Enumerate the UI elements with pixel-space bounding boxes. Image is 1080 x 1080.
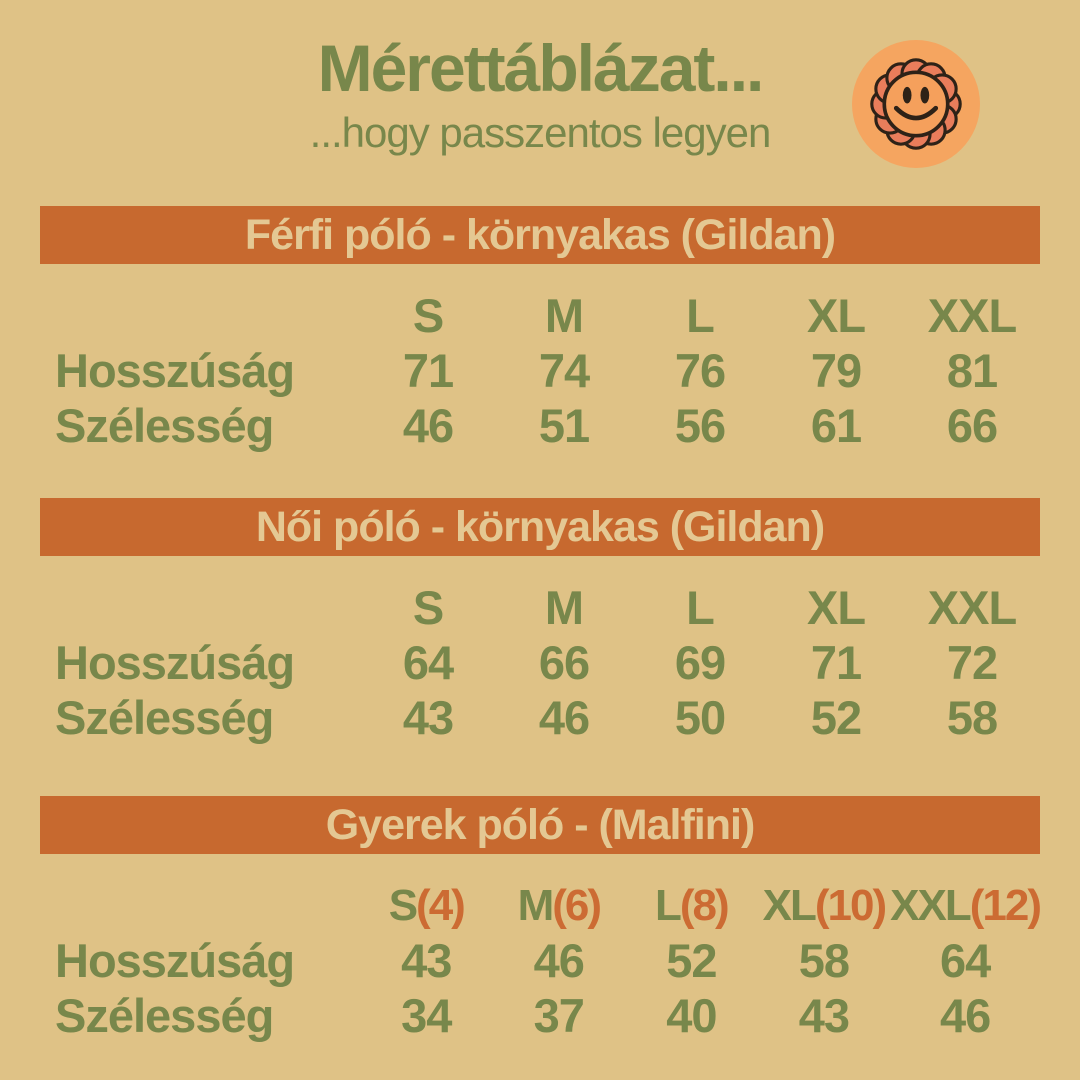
page-title: Mérettáblázat... <box>317 31 765 105</box>
size-header-cell: XL (10) <box>758 878 891 933</box>
value-cell: 37 <box>533 989 585 1043</box>
size-header-cell: S (4) <box>360 878 493 933</box>
size-paren: (6) <box>552 880 602 930</box>
value-cell: 43 <box>798 989 850 1043</box>
corner-cell <box>40 288 360 343</box>
table-header-bar: Női póló - környakas (Gildan) <box>40 498 1040 557</box>
value-cell: 79 <box>810 344 862 398</box>
row-label: Hosszúság <box>55 636 295 690</box>
size-header-cell: XXL <box>904 580 1040 635</box>
size-label: M <box>544 289 584 343</box>
row-label: Szélesség <box>55 399 274 453</box>
size-header-cell: M <box>496 288 632 343</box>
size-header-cell: S <box>360 288 496 343</box>
size-header-cell: XXL <box>904 288 1040 343</box>
value-cell: 71 <box>810 636 862 690</box>
size-label: L <box>686 581 715 635</box>
corner-cell <box>40 878 360 933</box>
value-cell: 50 <box>674 691 726 745</box>
value-cell: 61 <box>810 399 862 453</box>
size-label: XL <box>762 880 817 930</box>
size-label: L <box>686 289 715 343</box>
size-header-cell: XXL (12) <box>890 878 1042 933</box>
size-paren: (4) <box>416 880 466 930</box>
value-cell: 74 <box>538 344 590 398</box>
size-grid: S M L XL XXL Hosszúság 64 66 69 71 72 Sz… <box>40 580 1040 745</box>
value-cell: 66 <box>946 399 998 453</box>
row-label: Szélesség <box>55 691 274 745</box>
value-cell: 46 <box>533 934 585 988</box>
table-kids-tshirt: Gyerek póló - (Malfini) S (4) M (6) L (8) X… <box>40 796 1042 1043</box>
header-block: Mérettáblázat... ...hogy passzentos legy… <box>0 0 1080 157</box>
table-men-tshirt: Férfi póló - környakas (Gildan) S M L XL… <box>40 206 1040 453</box>
page-subtitle: ...hogy passzentos legyen <box>309 108 772 156</box>
value-cell: 51 <box>538 399 590 453</box>
value-cell: 43 <box>401 934 452 988</box>
value-cell: 72 <box>946 636 998 690</box>
size-header-cell: M <box>496 580 632 635</box>
table-women-tshirt: Női póló - környakas (Gildan) S M L XL X… <box>40 498 1040 745</box>
size-header-cell: L (8) <box>625 878 758 933</box>
value-cell: 58 <box>946 691 998 745</box>
value-cell: 58 <box>798 934 850 988</box>
size-header-cell: L <box>632 580 768 635</box>
size-grid: S (4) M (6) L (8) XL (10) XXL (12) Hosszúság … <box>40 878 1042 1043</box>
value-cell: 81 <box>946 344 998 398</box>
size-label: M <box>544 581 584 635</box>
size-grid: S M L XL XXL Hosszúság 71 74 76 79 81 Sz… <box>40 288 1040 453</box>
value-cell: 43 <box>402 691 454 745</box>
size-label: S <box>388 880 418 930</box>
value-cell: 40 <box>666 989 717 1043</box>
row-label: Hosszúság <box>55 934 295 988</box>
value-cell: 76 <box>674 344 726 398</box>
size-header-cell: S <box>360 580 496 635</box>
row-label: Hosszúság <box>55 344 295 398</box>
size-header-cell: L <box>632 288 768 343</box>
size-paren: (10) <box>814 880 887 930</box>
size-label: S <box>412 289 444 343</box>
value-cell: 66 <box>538 636 590 690</box>
size-label: M <box>517 880 555 930</box>
size-label: L <box>655 880 682 930</box>
flower-smiley-icon <box>852 40 980 168</box>
value-cell: 71 <box>402 344 454 398</box>
value-cell: 46 <box>402 399 454 453</box>
size-label: XXL <box>927 581 1017 635</box>
size-header-cell: M (6) <box>493 878 626 933</box>
size-label: S <box>412 581 444 635</box>
value-cell: 46 <box>939 989 991 1043</box>
size-paren: (12) <box>969 880 1042 930</box>
size-label: XXL <box>927 289 1017 343</box>
size-header-cell: XL <box>768 288 904 343</box>
size-chart-poster: Mérettáblázat... ...hogy passzentos legy… <box>0 0 1080 1043</box>
size-paren: (8) <box>679 880 730 930</box>
size-header-cell: XL <box>768 580 904 635</box>
value-cell: 56 <box>674 399 726 453</box>
table-header-bar: Gyerek póló - (Malfini) <box>40 796 1040 855</box>
size-label: XXL <box>890 880 972 930</box>
value-cell: 69 <box>674 636 726 690</box>
corner-cell <box>40 580 360 635</box>
value-cell: 34 <box>401 989 452 1043</box>
value-cell: 46 <box>538 691 590 745</box>
table-header-bar: Férfi póló - környakas (Gildan) <box>40 206 1040 265</box>
size-label: XL <box>806 289 866 343</box>
value-cell: 64 <box>939 934 991 988</box>
value-cell: 52 <box>666 934 717 988</box>
value-cell: 64 <box>402 636 454 690</box>
value-cell: 52 <box>810 691 862 745</box>
row-label: Szélesség <box>55 989 274 1043</box>
size-label: XL <box>806 581 866 635</box>
